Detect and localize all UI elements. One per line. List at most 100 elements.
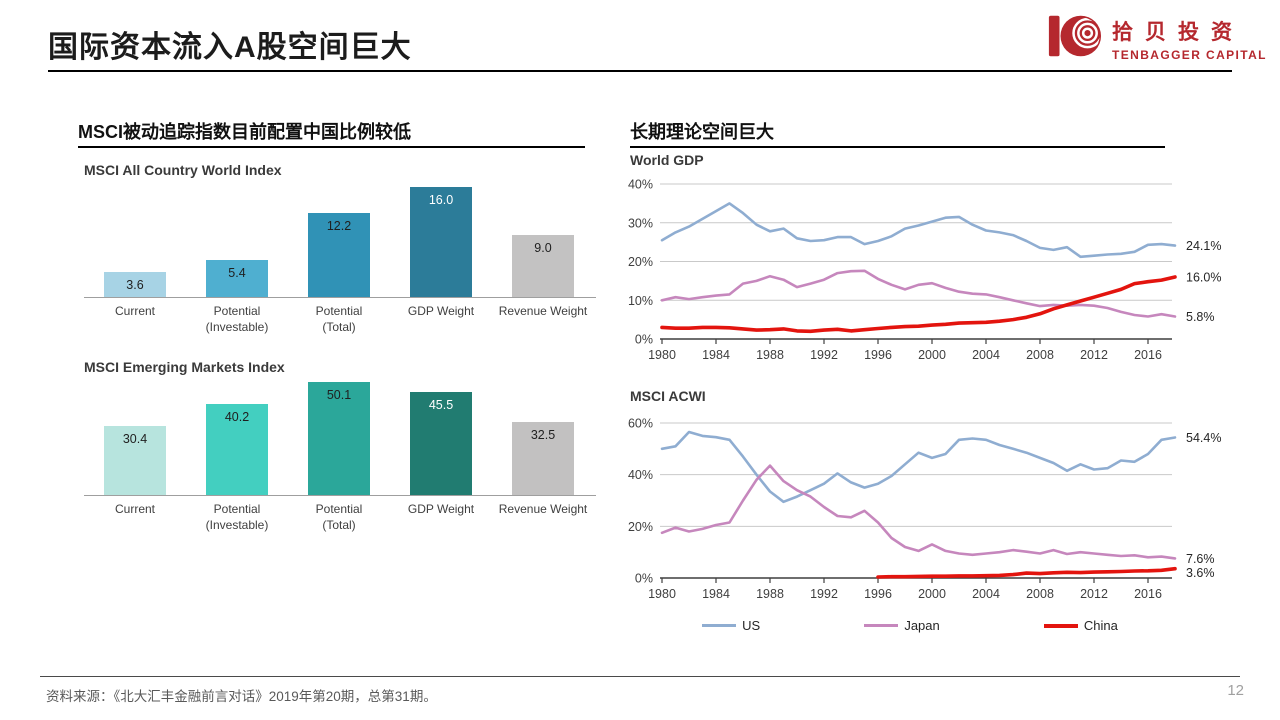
x-tick-label: 1988 <box>756 348 784 362</box>
bar-chart-em: 30.4 40.2 50.1 45.5 32.5 Current Potential (In… <box>84 381 596 533</box>
legend-label: Japan <box>904 618 940 633</box>
category-axis: Current Potential (Investable) Potential (… <box>84 298 596 335</box>
bar <box>206 260 268 297</box>
bar-plot-area: 30.4 40.2 50.1 45.5 32.5 <box>84 381 596 496</box>
y-tick-label: 20% <box>628 520 653 534</box>
bar-plot-area: 3.6 5.4 12.2 16.0 9.0 <box>84 184 596 298</box>
legend-label: US <box>742 618 761 633</box>
bar <box>308 213 370 297</box>
x-tick-label: 1992 <box>810 587 838 601</box>
x-tick-label: 2008 <box>1026 348 1054 362</box>
x-tick-label: 2012 <box>1080 348 1108 362</box>
legend-item-us: US <box>702 618 760 633</box>
bar <box>104 272 166 297</box>
company-logo: 拾贝投资 TENBAGGER CAPITAL <box>1046 10 1267 67</box>
bar <box>410 392 472 495</box>
category-label: Current <box>114 304 155 318</box>
x-tick-label: 1988 <box>756 587 784 601</box>
footer-divider <box>40 676 1240 677</box>
x-tick-label: 1984 <box>702 587 730 601</box>
legend-item-japan: Japan <box>864 618 940 633</box>
chart-legend: US Japan China <box>650 618 1170 633</box>
legend-swatch <box>702 624 737 627</box>
page-title: 国际资本流入A股空间巨大 <box>48 31 412 64</box>
legend-swatch <box>864 624 899 627</box>
shell-logo-icon <box>1046 10 1102 67</box>
series-line-china <box>660 275 1177 334</box>
x-tick-label: 1980 <box>648 587 676 601</box>
y-tick-label: 40% <box>628 178 653 192</box>
series-line-japan <box>660 269 1177 318</box>
bar <box>308 382 370 495</box>
bar <box>206 404 268 495</box>
x-tick-label: 2016 <box>1134 587 1162 601</box>
series-end-label: 24.1% <box>1186 239 1221 253</box>
series-end-label: 5.8% <box>1186 310 1215 324</box>
series-line-us <box>660 202 1177 259</box>
category-axis: Current Potential (Investable) Potential (… <box>84 496 596 533</box>
logo-name-cn: 拾贝投资 <box>1112 20 1244 44</box>
line-chart-msci-acwi: 0% 20% 40% 60% 1980 1984 1988 1992 1996 2000 2004 2… <box>628 417 1221 602</box>
x-tick-label: 1980 <box>648 348 676 362</box>
y-tick-label: 0% <box>635 572 653 586</box>
x-tick-label: 2000 <box>918 348 946 362</box>
bar-value-label: 32.5 <box>530 428 556 442</box>
bar-value-label: 12.2 <box>326 219 352 233</box>
series-end-label: 16.0% <box>1186 271 1221 285</box>
source-note: 资料来源：《北大汇丰金融前言对话》2019年第20期，总第31期。 <box>46 689 437 704</box>
y-tick-label: 20% <box>628 255 653 269</box>
bar-value-label: 50.1 <box>326 388 352 402</box>
series-line-japan <box>660 464 1177 560</box>
category-label: Potential (Total) <box>315 502 363 532</box>
bar-chart-2-title: MSCI Emerging Markets Index <box>84 359 285 375</box>
bar <box>410 187 472 297</box>
x-tick-label: 1984 <box>702 348 730 362</box>
legend-swatch <box>1043 623 1078 628</box>
bar-value-label: 3.6 <box>126 278 144 292</box>
category-label: GDP Weight <box>407 304 475 318</box>
bar-value-label: 5.4 <box>228 266 246 280</box>
bar-chart-acwi: 3.6 5.4 12.2 16.0 9.0 Current Potential (Inves… <box>84 184 596 335</box>
x-tick-label: 1996 <box>864 348 892 362</box>
series-end-label: 7.6% <box>1186 552 1215 566</box>
right-section-underline <box>630 146 1165 148</box>
page-number: 12 <box>1227 682 1244 699</box>
x-tick-label: 2016 <box>1134 348 1162 362</box>
y-tick-label: 10% <box>628 294 653 308</box>
x-tick-label: 2004 <box>972 587 1000 601</box>
x-tick-label: 1996 <box>864 587 892 601</box>
category-label: Revenue Weight <box>498 304 588 318</box>
category-label: Potential (Total) <box>315 304 363 334</box>
bar-value-label: 30.4 <box>122 432 148 446</box>
series-end-label: 54.4% <box>1186 431 1221 445</box>
x-tick-label: 2008 <box>1026 587 1054 601</box>
y-tick-label: 40% <box>628 468 653 482</box>
title-underline <box>48 70 1232 72</box>
x-tick-label: 2000 <box>918 587 946 601</box>
left-section-header: MSCI被动追踪指数目前配置中国比例较低 <box>78 122 411 142</box>
series-end-label: 3.6% <box>1186 566 1215 580</box>
legend-label: China <box>1083 618 1118 633</box>
category-label: GDP Weight <box>407 502 475 516</box>
bar-value-label: 40.2 <box>224 410 250 424</box>
left-section-underline <box>78 146 585 148</box>
bar-value-label: 16.0 <box>428 193 454 207</box>
x-tick-label: 2012 <box>1080 587 1108 601</box>
category-label: Potential (Investable) <box>205 304 269 334</box>
bar <box>512 235 574 297</box>
bar-value-label: 45.5 <box>428 398 454 412</box>
category-label: Revenue Weight <box>498 502 588 516</box>
y-tick-label: 60% <box>628 417 653 431</box>
bar-value-label: 9.0 <box>534 241 552 255</box>
category-label: Potential (Investable) <box>205 502 269 532</box>
line-chart-1-title: World GDP <box>630 152 704 168</box>
bar <box>104 426 166 495</box>
series-line-china <box>876 566 1177 579</box>
y-tick-label: 0% <box>635 333 653 347</box>
line-chart-2-title: MSCI ACWI <box>630 388 706 404</box>
series-line-us <box>660 430 1177 504</box>
bar-chart-1-title: MSCI All Country World Index <box>84 162 282 178</box>
x-tick-label: 2004 <box>972 348 1000 362</box>
logo-name-en: TENBAGGER CAPITAL <box>1112 47 1267 62</box>
